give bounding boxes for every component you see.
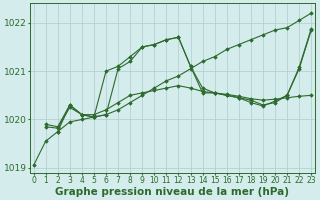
X-axis label: Graphe pression niveau de la mer (hPa): Graphe pression niveau de la mer (hPa) — [55, 187, 289, 197]
